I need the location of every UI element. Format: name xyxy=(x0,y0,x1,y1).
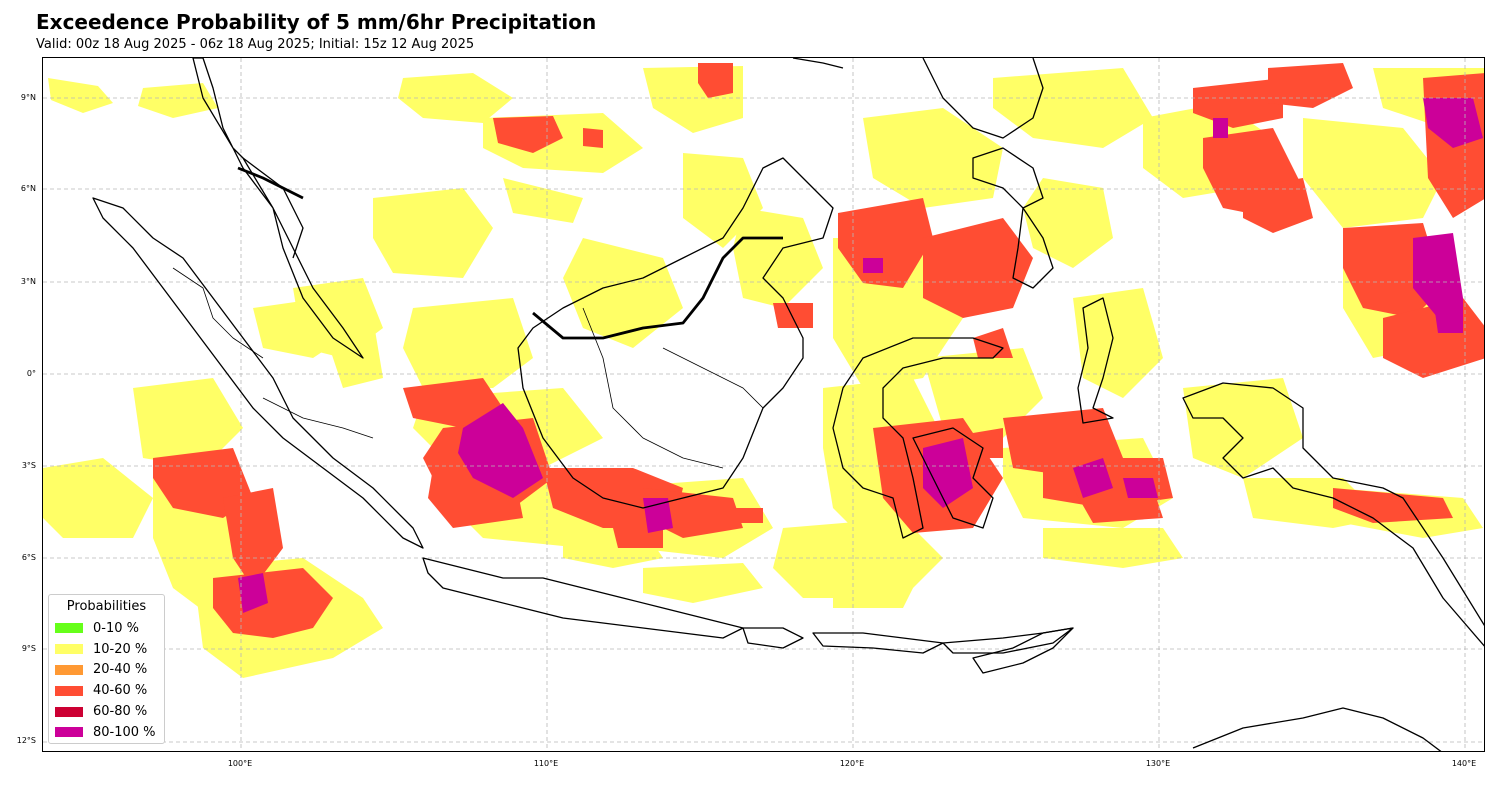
probability-legend: Probabilities 0-10 % 10-20 % 20-40 % 40-… xyxy=(48,594,165,744)
lon-label-100e: 100°E xyxy=(227,759,253,768)
lon-label-120e: 120°E xyxy=(839,759,865,768)
legend-swatch xyxy=(55,685,83,696)
graticule xyxy=(43,58,1484,751)
legend-label: 80-100 % xyxy=(93,724,156,740)
lat-label-6s: 6°S xyxy=(21,553,36,562)
legend-item: 40-60 % xyxy=(55,680,158,701)
legend-swatch xyxy=(55,623,83,634)
map-title: Exceedence Probability of 5 mm/6hr Preci… xyxy=(36,10,597,34)
legend-swatch xyxy=(55,706,83,717)
coastlines xyxy=(92,58,1484,751)
legend-label: 20-40 % xyxy=(93,662,148,678)
legend-item: 60-80 % xyxy=(55,701,158,722)
map-panel[interactable] xyxy=(42,57,1485,752)
legend-swatch xyxy=(55,727,83,738)
lon-label-130e: 130°E xyxy=(1145,759,1171,768)
lat-label-9s: 9°S xyxy=(21,644,36,653)
lat-label-0: 0° xyxy=(26,369,36,378)
lat-label-3s: 3°S xyxy=(21,461,36,470)
lat-label-3n: 3°N xyxy=(20,277,36,286)
prob-40-60-layer xyxy=(153,63,1484,638)
legend-label: 0-10 % xyxy=(93,620,139,636)
lat-label-6n: 6°N xyxy=(20,184,36,193)
lat-label-9n: 9°N xyxy=(20,93,36,102)
legend-item: 80-100 % xyxy=(55,722,158,743)
legend-title: Probabilities xyxy=(66,599,147,614)
legend-swatch xyxy=(55,664,83,675)
legend-label: 40-60 % xyxy=(93,683,148,699)
lon-label-140e: 140°E xyxy=(1451,759,1477,768)
legend-label: 10-20 % xyxy=(93,641,148,657)
prob-80-100-layer xyxy=(238,98,1483,613)
legend-item: 20-40 % xyxy=(55,660,158,681)
lat-label-12s: 12°S xyxy=(16,736,36,745)
map-subtitle: Valid: 00z 18 Aug 2025 - 06z 18 Aug 2025… xyxy=(36,37,475,52)
lon-label-110e: 110°E xyxy=(533,759,559,768)
legend-item: 0-10 % xyxy=(55,618,158,639)
legend-item: 10-20 % xyxy=(55,639,158,660)
precipitation-map xyxy=(43,58,1484,751)
legend-swatch xyxy=(55,644,83,655)
legend-label: 60-80 % xyxy=(93,704,148,720)
